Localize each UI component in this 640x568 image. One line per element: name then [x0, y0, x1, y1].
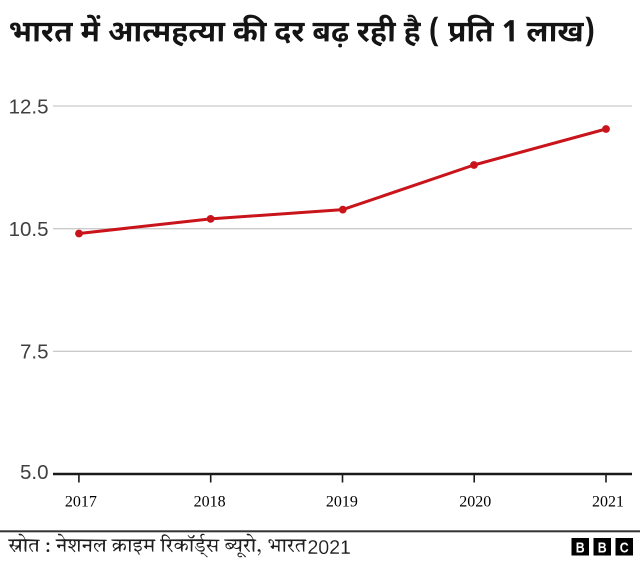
svg-text:2018: 2018 [194, 493, 226, 510]
svg-text:12.5: 12.5 [9, 95, 49, 118]
svg-text:2021: 2021 [592, 493, 624, 510]
svg-text:10.5: 10.5 [9, 218, 49, 241]
svg-text:2017: 2017 [65, 493, 97, 510]
svg-text:2019: 2019 [326, 493, 358, 510]
svg-text:7.5: 7.5 [20, 341, 49, 364]
svg-text:5.0: 5.0 [20, 461, 49, 484]
svg-text:B: B [576, 540, 585, 556]
svg-text:C: C [620, 540, 629, 556]
svg-text:B: B [598, 540, 607, 556]
svg-text:2020: 2020 [459, 493, 491, 510]
